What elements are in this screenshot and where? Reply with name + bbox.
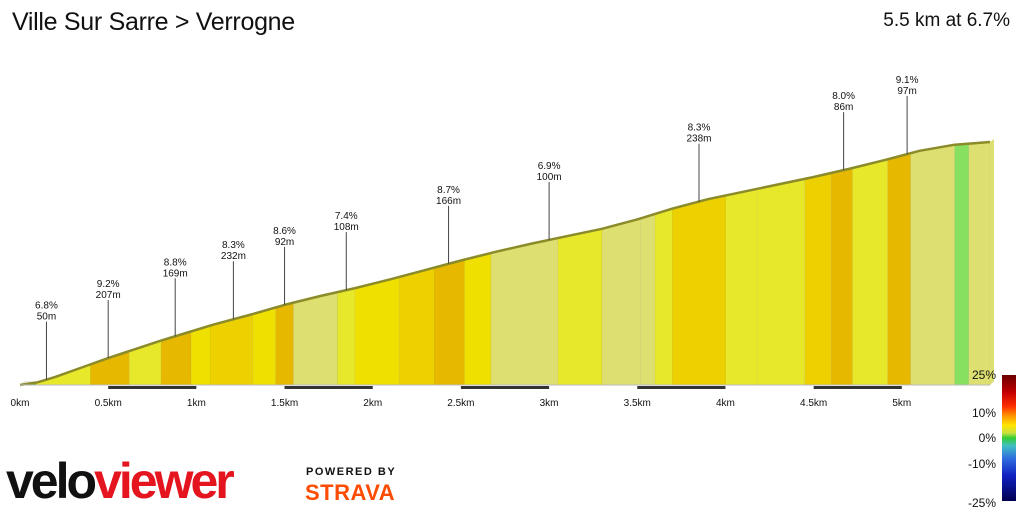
gradient-band	[910, 144, 955, 386]
scale-label-minus-10: -10%	[967, 457, 996, 471]
annotation-length: 166m	[436, 196, 461, 207]
x-tick-label: 2.5km	[447, 398, 474, 409]
gradient-band	[887, 152, 911, 386]
scale-label-max: 25%	[971, 368, 996, 382]
x-tick-label: 3km	[540, 398, 559, 409]
annotation-gradient: 9.2%	[97, 279, 120, 290]
x-tick-label: 2km	[363, 398, 382, 409]
annotation-gradient: 8.3%	[222, 240, 245, 251]
gradient-band	[275, 302, 294, 386]
km-bar	[284, 386, 373, 389]
gradient-band	[640, 213, 656, 386]
annotation-length: 97m	[897, 86, 916, 97]
annotation-gradient: 6.8%	[35, 301, 58, 312]
profile-outline	[19, 140, 991, 387]
scale-label-0: 0%	[978, 431, 996, 445]
x-tick-label: 1.5km	[271, 398, 298, 409]
gradient-band	[434, 259, 465, 386]
annotation-gradient: 8.7%	[437, 185, 460, 196]
x-tick-label: 1km	[187, 398, 206, 409]
gradient-band	[756, 178, 806, 386]
gradient-band	[557, 228, 603, 386]
gradient-band	[852, 158, 888, 386]
gradient-band	[398, 267, 435, 386]
gradient-scale-bar	[1002, 375, 1016, 501]
gradient-band	[804, 172, 832, 386]
annotation-gradient: 8.6%	[273, 226, 296, 237]
gradient-band	[672, 195, 726, 386]
gradient-band	[725, 188, 758, 386]
gradient-band	[654, 208, 673, 386]
gradient-band	[831, 167, 853, 386]
x-tick-label: 4.5km	[800, 398, 827, 409]
annotation-gradient: 9.1%	[896, 75, 919, 86]
gradient-band	[490, 237, 559, 386]
annotation-length: 50m	[37, 312, 56, 323]
km-bar	[460, 386, 550, 389]
annotation-gradient: 8.0%	[832, 91, 855, 102]
annotation-gradient: 6.9%	[538, 161, 561, 172]
gradient-band	[252, 307, 276, 386]
annotation-gradient: 8.3%	[688, 123, 711, 134]
km-bar	[813, 386, 902, 389]
gradient-band	[968, 141, 991, 386]
annotation-length: 108m	[334, 222, 359, 233]
annotation-gradient: 7.4%	[335, 211, 358, 222]
scale-label-10: 10%	[971, 406, 996, 420]
gradient-band	[954, 143, 970, 386]
gradient-band	[129, 340, 162, 386]
annotation-length: 100m	[537, 172, 562, 183]
gradient-band	[90, 350, 130, 386]
powered-by-label: POWERED BY	[306, 466, 397, 478]
km-bar	[637, 386, 726, 389]
annotation-length: 92m	[275, 237, 294, 248]
x-tick-label: 4km	[716, 398, 735, 409]
gradient-band	[337, 287, 356, 386]
x-tick-label: 0km	[11, 398, 30, 409]
x-tick-label: 5km	[892, 398, 911, 409]
annotation-gradient: 8.8%	[164, 257, 187, 268]
annotation-length: 169m	[163, 268, 188, 279]
gradient-band	[464, 252, 492, 386]
annotation-length: 207m	[96, 290, 121, 301]
gradient-band	[293, 291, 338, 386]
annotation-length: 86m	[834, 102, 853, 113]
scale-label-min: -25%	[967, 496, 996, 510]
svg-text:veloviewer: veloviewer	[6, 453, 234, 509]
annotation-length: 238m	[686, 134, 711, 145]
page-title: Ville Sur Sarre > Verrogne	[12, 8, 295, 36]
climb-summary: 5.5 km at 6.7%	[883, 10, 1010, 31]
gradient-band	[190, 325, 211, 386]
veloviewer-logo: veloviewer	[6, 453, 237, 509]
x-tick-label: 3.5km	[624, 398, 651, 409]
km-bar	[108, 386, 197, 389]
strava-logo: STRAVA	[305, 480, 396, 505]
profile-end-face	[990, 139, 994, 385]
gradient-band	[601, 217, 642, 386]
annotation-length: 232m	[221, 251, 246, 262]
gradient-band	[354, 276, 400, 386]
x-tick-label: 0.5km	[95, 398, 122, 409]
